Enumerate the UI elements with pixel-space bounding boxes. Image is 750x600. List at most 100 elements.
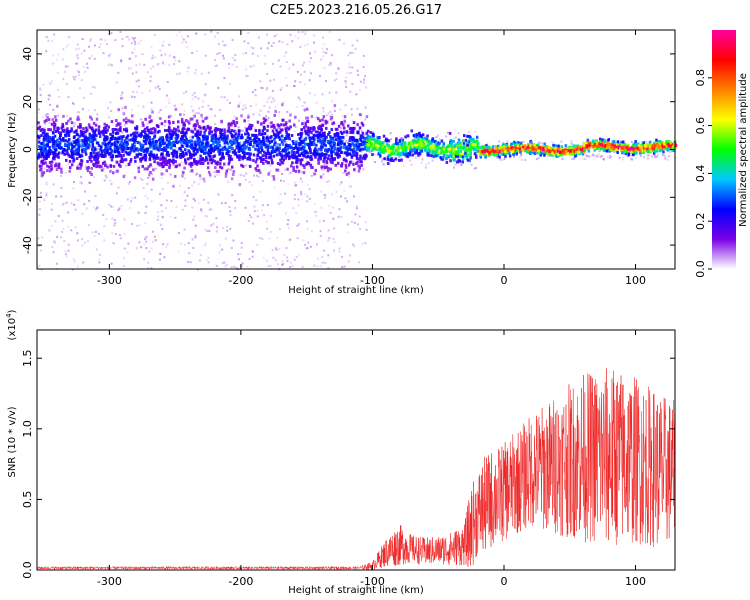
heatmap-cell: [77, 164, 80, 167]
heatmap-cell: [350, 136, 353, 140]
heatmap-cell: [324, 119, 327, 123]
heatmap-cell: [180, 36, 183, 39]
heatmap-cell: [473, 167, 476, 170]
heatmap-cell: [437, 146, 440, 150]
heatmap-cell: [269, 264, 272, 267]
heatmap-cell: [484, 155, 487, 159]
heatmap-cell: [454, 136, 457, 139]
heatmap-cell: [310, 115, 314, 119]
heatmap-cell: [159, 252, 162, 255]
heatmap-cell: [45, 139, 48, 143]
heatmap-cell: [149, 67, 152, 70]
heatmap-cell: [431, 151, 434, 154]
heatmap-cell: [339, 130, 343, 134]
heatmap-cell: [251, 133, 254, 137]
heatmap-cell: [115, 81, 118, 84]
heatmap-cell: [237, 150, 240, 154]
heatmap-cell: [309, 151, 312, 155]
heatmap-cell: [199, 147, 202, 151]
heatmap-cell: [340, 127, 343, 130]
heatmap-cell: [115, 154, 118, 158]
heatmap-cell: [273, 126, 276, 130]
heatmap-cell: [606, 155, 609, 158]
heatmap-cell: [216, 141, 219, 145]
heatmap-cell: [152, 65, 155, 68]
heatmap-cell: [166, 116, 169, 119]
heatmap-cell: [266, 227, 269, 230]
heatmap-cell: [132, 132, 135, 136]
heatmap-cell: [340, 141, 344, 145]
heatmap-cell: [248, 148, 252, 152]
heatmap-cell: [309, 148, 312, 152]
heatmap-cell: [80, 144, 83, 148]
heatmap-cell: [298, 253, 301, 256]
heatmap-cell: [295, 256, 298, 259]
heatmap-cell: [70, 229, 73, 232]
heatmap-cell: [102, 155, 106, 158]
heatmap-cell: [260, 148, 264, 152]
heatmap-cell: [57, 215, 60, 217]
heatmap-cell: [348, 175, 350, 178]
heatmap-cell: [242, 104, 245, 107]
heatmap-cell: [317, 150, 320, 153]
heatmap-cell: [163, 141, 167, 145]
heatmap-cell: [257, 36, 260, 39]
heatmap-cell: [252, 91, 255, 94]
heatmap-cell: [243, 156, 247, 160]
heatmap-cell: [421, 146, 424, 150]
heatmap-cell: [450, 141, 453, 145]
heatmap-cell: [359, 80, 362, 83]
heatmap-cell: [105, 162, 108, 165]
heatmap-cell: [194, 144, 198, 148]
heatmap-cell: [122, 265, 125, 267]
heatmap-cell: [656, 140, 659, 144]
heatmap-cell: [361, 123, 365, 127]
heatmap-cell: [55, 168, 59, 171]
heatmap-cell: [151, 57, 154, 60]
heatmap-cell: [278, 152, 281, 156]
heatmap-cell: [668, 155, 671, 158]
heatmap-cell: [279, 88, 282, 91]
heatmap-cell: [81, 182, 83, 185]
heatmap-cell: [235, 121, 239, 125]
heatmap-cell: [197, 161, 200, 165]
heatmap-cell: [56, 72, 59, 75]
heatmap-cell: [323, 153, 327, 157]
heatmap-cell: [105, 43, 108, 46]
heatmap-cell: [37, 127, 40, 131]
heatmap-cell: [131, 120, 134, 124]
heatmap-cell: [44, 136, 48, 140]
heatmap-cell: [174, 140, 178, 144]
heatmap-cell: [358, 148, 362, 152]
heatmap-cell: [317, 158, 320, 162]
heatmap-cell: [304, 33, 307, 35]
heatmap-cell: [374, 143, 377, 147]
heatmap-cell: [79, 129, 83, 133]
heatmap-cell: [108, 156, 111, 159]
heatmap-cell: [144, 158, 147, 162]
heatmap-cell: [162, 160, 165, 164]
heatmap-cell: [653, 155, 656, 158]
heatmap-cell: [329, 167, 332, 171]
heatmap-cell: [77, 125, 80, 129]
heatmap-cell: [71, 140, 74, 143]
heatmap-cell: [283, 137, 287, 140]
heatmap-cell: [405, 148, 408, 152]
heatmap-cell: [94, 148, 97, 152]
heatmap-cell: [303, 145, 306, 149]
heatmap-cell: [244, 104, 247, 107]
heatmap-cell: [54, 130, 58, 133]
heatmap-cell: [204, 128, 208, 132]
heatmap-cell: [273, 143, 276, 147]
heatmap-cell: [343, 151, 347, 155]
heatmap-cell: [89, 115, 92, 119]
heatmap-cell: [452, 155, 455, 159]
heatmap-cell: [251, 250, 254, 253]
heatmap-cell: [541, 145, 545, 148]
heatmap-cell: [85, 146, 88, 150]
heatmap-cell: [271, 175, 274, 177]
heatmap-cell: [396, 158, 398, 161]
heatmap-cell: [272, 256, 275, 259]
heatmap-cell: [141, 164, 144, 168]
heatmap-cell: [174, 131, 177, 134]
